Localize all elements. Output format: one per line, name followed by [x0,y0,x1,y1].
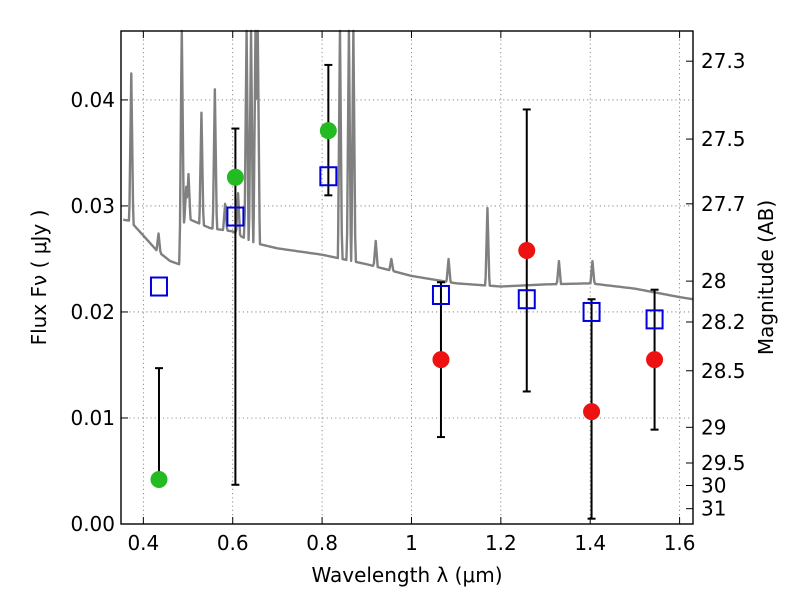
model-point [319,166,338,187]
right-tick-label: 31 [701,497,726,521]
data-point [319,122,337,140]
right-tick-label: 28.2 [701,310,746,334]
x-tick-label: 1 [405,531,418,555]
model-point [582,301,601,322]
data-markers [149,122,664,488]
error-bars [154,63,659,520]
x-tick-label: 0.8 [306,531,338,555]
data-point [432,351,450,369]
spectrum-line [122,29,694,301]
model-point [226,206,245,227]
model-point [517,289,536,310]
x-tick-label: 0.6 [217,531,249,555]
data-point [226,168,244,186]
model-spectrum [122,29,694,301]
model-point [645,309,664,330]
x-tick-label: 1.4 [574,531,606,555]
grid [121,31,693,525]
plot-frame [120,30,694,525]
y-axis-label: Flux Fν ( μJy ) [27,210,51,346]
model-point [149,276,168,297]
y-axis-ticks: 0.00 0.01 0.02 0.03 0.04 [70,88,128,536]
right-tick-label: 28 [701,269,726,293]
right-tick-label: 27.5 [701,127,746,151]
x-tick-label: 1.6 [664,531,696,555]
y-tick-label: 0.01 [70,406,115,430]
right-tick-label: 27.3 [701,49,746,73]
x-axis-label: Wavelength λ (μm) [311,563,502,587]
right-tick-label: 27.7 [701,192,746,216]
right-axis-label: Magnitude (AB) [754,200,778,355]
right-tick-label: 29 [701,415,726,439]
data-point [583,403,601,421]
right-tick-label: 28.5 [701,359,746,383]
data-point [646,351,664,369]
right-tick-label: 29.5 [701,451,746,475]
data-point [150,470,168,488]
x-tick-label: 0.4 [127,531,159,555]
y-tick-label: 0.02 [70,300,115,324]
x-axis-ticks: 0.4 0.6 0.8 1 1.2 1.4 1.6 [127,31,696,555]
y-tick-label: 0.03 [70,194,115,218]
data-point [518,241,536,259]
x-tick-label: 1.2 [485,531,517,555]
right-tick-label: 30 [701,474,726,498]
model-point [431,284,450,305]
y-tick-label: 0.00 [70,512,115,536]
y-tick-label: 0.04 [70,88,115,112]
